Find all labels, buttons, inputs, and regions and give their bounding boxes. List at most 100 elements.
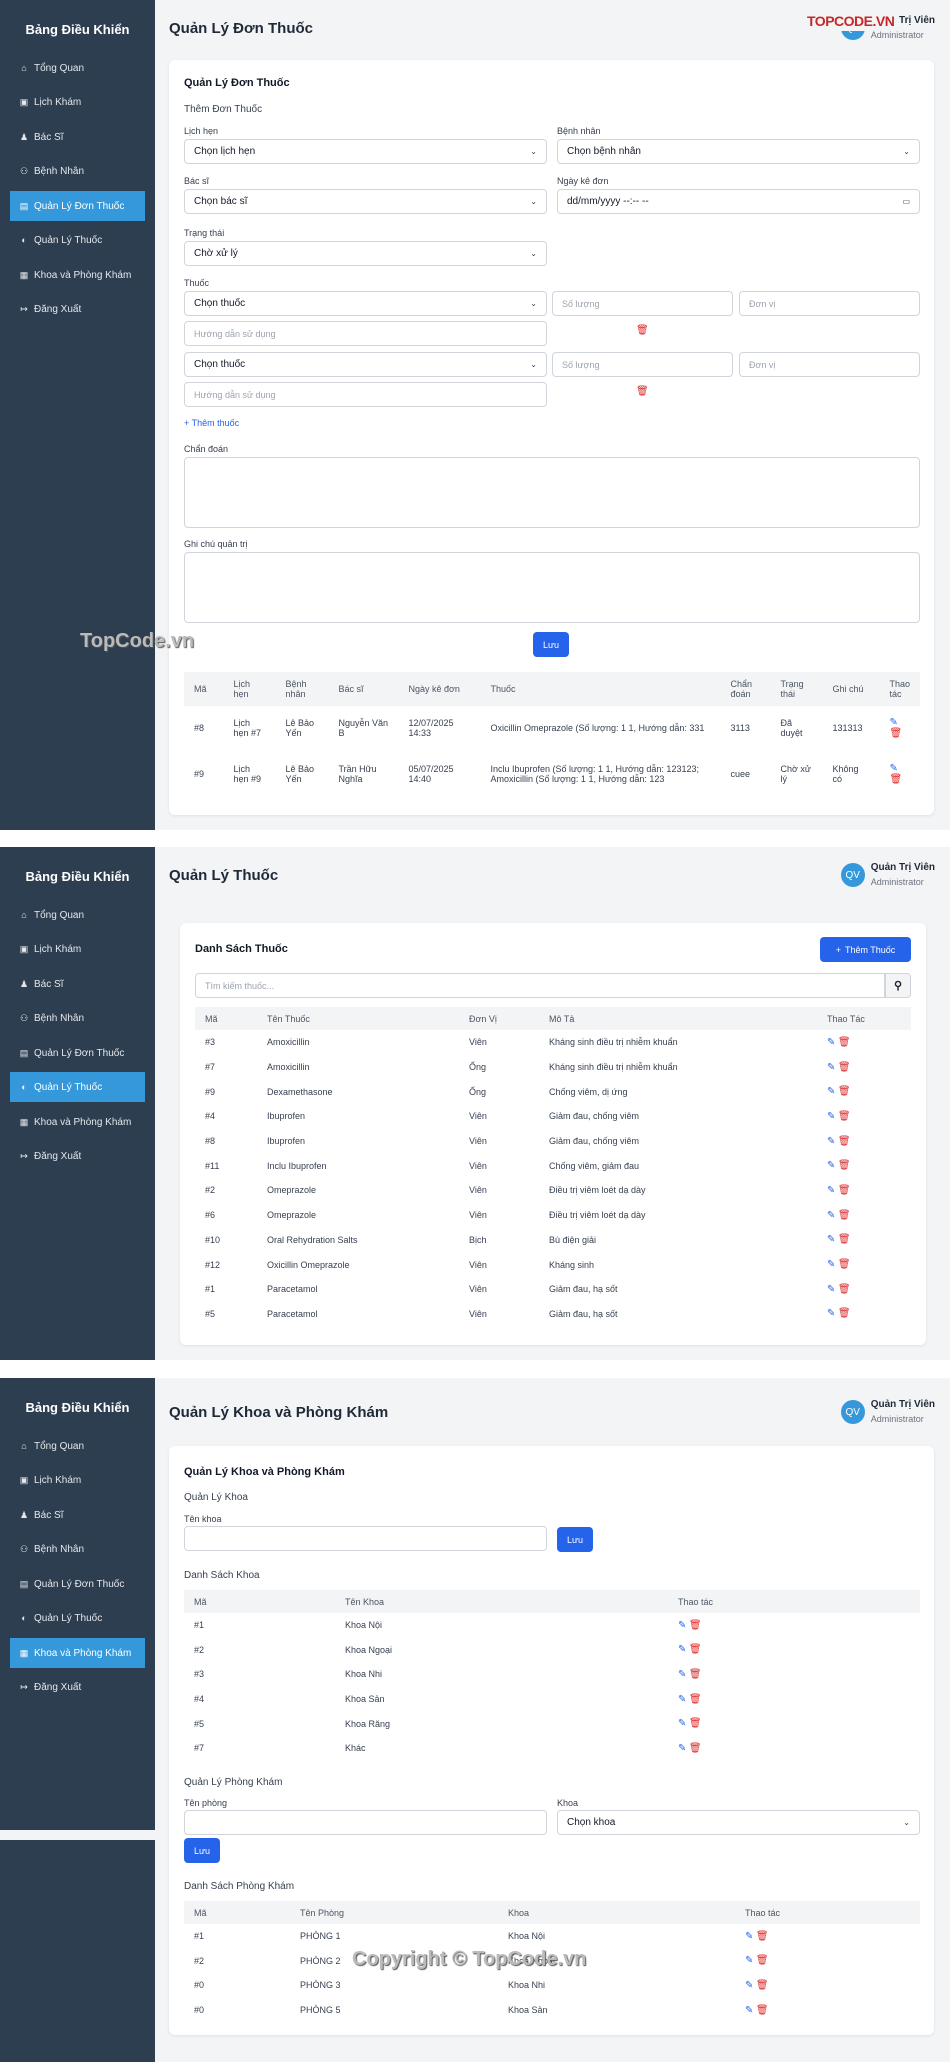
trash-icon[interactable]: 🗑 — [688, 1644, 702, 1656]
sidebar-item-doctors[interactable]: ♟ Bác Sĩ — [19, 978, 64, 990]
trash-icon[interactable]: 🗑 — [636, 386, 649, 397]
sidebar-item-doctors[interactable]: ♟ Bác Sĩ — [19, 131, 64, 143]
sidebar-item-prescriptions[interactable]: ▤ Quản Lý Đơn Thuốc — [19, 1047, 125, 1059]
sidebar-item-patients[interactable]: ⚇ Bệnh Nhân — [19, 165, 85, 177]
usage-input[interactable]: Hướng dẫn sử dụng — [184, 382, 547, 407]
trash-icon[interactable]: 🗑 — [837, 1209, 851, 1221]
sidebar-item-overview[interactable]: ⌂ Tổng Quan — [10, 1431, 145, 1461]
sidebar-item-departments[interactable]: ▦ Khoa và Phòng Khám — [10, 1638, 145, 1668]
trash-icon[interactable]: 🗑 — [688, 1619, 702, 1631]
trash-icon[interactable]: 🗑 — [755, 2004, 769, 2016]
medicine-select[interactable]: Chọn thuốc ⌄ — [184, 291, 547, 316]
edit-icon[interactable]: ✎ — [827, 1184, 836, 1196]
sidebar-item-logout[interactable]: ↦ Đăng Xuất — [20, 1681, 82, 1693]
sidebar-item-patients[interactable]: ⚇ Bệnh Nhân — [19, 1012, 85, 1024]
save-button[interactable]: Lưu — [533, 632, 569, 657]
doctor-select[interactable]: Chọn bác sĩ ⌄ — [184, 189, 547, 214]
trash-icon[interactable]: 🗑 — [837, 1308, 851, 1320]
edit-icon[interactable]: ✎ — [678, 1693, 687, 1705]
room-name-input[interactable] — [184, 1810, 547, 1835]
edit-icon[interactable]: ✎ — [745, 1930, 754, 1942]
edit-icon[interactable]: ✎ — [827, 1036, 836, 1048]
sidebar-item-overview[interactable]: ⌂ Tổng Quan — [10, 900, 145, 930]
edit-icon[interactable]: ✎ — [745, 1955, 754, 1967]
edit-icon[interactable]: ✎ — [827, 1234, 836, 1246]
user-profile[interactable]: QV Quản Trị Viên Administrator — [840, 861, 935, 889]
status-select[interactable]: Chờ xử lý ⌄ — [184, 241, 547, 266]
edit-icon[interactable]: ✎ — [745, 1979, 754, 1991]
search-button[interactable]: ⚲ — [885, 973, 911, 998]
trash-icon[interactable]: 🗑 — [636, 325, 649, 336]
save-room-button[interactable]: Lưu — [184, 1838, 220, 1863]
trash-icon[interactable]: 🗑 — [837, 1283, 851, 1295]
trash-icon[interactable]: 🗑 — [755, 1979, 769, 1991]
sidebar-item-logout[interactable]: ↦ Đăng Xuất — [20, 1150, 82, 1162]
trash-icon[interactable]: 🗑 — [837, 1036, 851, 1048]
edit-icon[interactable]: ✎ — [827, 1110, 836, 1122]
quantity-input[interactable]: Số lượng — [552, 352, 733, 377]
sidebar-item-prescriptions[interactable]: ▤ Quản Lý Đơn Thuốc — [10, 191, 145, 221]
edit-icon[interactable]: ✎ — [827, 1061, 836, 1073]
sidebar-item-logout[interactable]: ↦ Đăng Xuất — [20, 303, 82, 315]
edit-icon[interactable]: ✎ — [827, 1209, 836, 1221]
trash-icon[interactable]: 🗑 — [688, 1718, 702, 1730]
edit-icon[interactable]: ✎ — [827, 1283, 836, 1295]
edit-icon[interactable]: ✎ — [827, 1135, 836, 1147]
edit-icon[interactable]: ✎ — [827, 1259, 836, 1271]
unit-input[interactable]: Đơn vị — [739, 291, 920, 316]
sidebar-item-doctors[interactable]: ♟ Bác Sĩ — [19, 1509, 64, 1521]
trash-icon[interactable]: 🗑 — [837, 1234, 851, 1246]
admin-note-textarea[interactable] — [184, 552, 920, 623]
sidebar-item-schedule[interactable]: ▣ Lịch Khám — [19, 943, 82, 955]
dept-name-input[interactable] — [184, 1526, 547, 1551]
add-medicine-button[interactable]: + Thêm Thuốc — [820, 937, 911, 962]
trash-icon[interactable]: 🗑 — [837, 1135, 851, 1147]
sidebar-item-schedule[interactable]: ▣ Lịch Khám — [19, 1474, 82, 1486]
diagnosis-textarea[interactable] — [184, 457, 920, 528]
edit-icon[interactable]: ✎ — [678, 1718, 687, 1730]
edit-icon[interactable]: ✎ — [827, 1308, 836, 1320]
trash-icon[interactable]: 🗑 — [755, 1930, 769, 1942]
add-medicine-link[interactable]: + Thêm thuốc — [184, 418, 240, 428]
trash-icon[interactable]: 🗑 — [688, 1742, 702, 1754]
edit-icon[interactable]: ✎ — [678, 1644, 687, 1656]
sidebar-item-medicines[interactable]: ◐ Quản Lý Thuốc — [10, 1603, 145, 1633]
unit-input[interactable]: Đơn vị — [739, 352, 920, 377]
trash-icon[interactable]: 🗑 — [755, 1955, 769, 1967]
edit-icon[interactable]: ✎ — [678, 1668, 687, 1680]
edit-icon[interactable]: ✎ — [827, 1160, 836, 1172]
room-dept-select[interactable]: Chọn khoa ⌄ — [557, 1810, 920, 1835]
trash-icon[interactable]: 🗑 — [837, 1110, 851, 1122]
sidebar-item-medicines[interactable]: ◐ Quản Lý Thuốc — [10, 225, 145, 255]
trash-icon[interactable]: 🗑 — [837, 1061, 851, 1073]
sidebar-item-overview[interactable]: ⌂ Tổng Quan — [10, 53, 145, 83]
usage-input[interactable]: Hướng dẫn sử dụng — [184, 321, 547, 346]
edit-icon[interactable]: ✎ — [678, 1742, 687, 1754]
trash-icon[interactable]: 🗑 — [688, 1668, 702, 1680]
sidebar-item-departments[interactable]: ▦ Khoa và Phòng Khám — [19, 1116, 132, 1128]
sidebar-item-patients[interactable]: ⚇ Bệnh Nhân — [19, 1543, 85, 1555]
trash-icon[interactable]: 🗑 — [837, 1086, 851, 1098]
appointment-select[interactable]: Chọn lịch hẹn ⌄ — [184, 139, 547, 164]
edit-icon[interactable]: ✎ — [889, 763, 898, 774]
trash-icon[interactable]: 🗑 — [837, 1259, 851, 1271]
trash-icon[interactable]: 🗑 — [889, 727, 903, 739]
search-input[interactable]: Tìm kiếm thuốc... — [195, 973, 885, 998]
sidebar-item-medicines[interactable]: ◐ Quản Lý Thuốc — [10, 1072, 145, 1102]
date-input[interactable]: dd/mm/yyyy --:-- -- ▭ — [557, 189, 920, 214]
trash-icon[interactable]: 🗑 — [688, 1693, 702, 1705]
sidebar-item-departments[interactable]: ▦ Khoa và Phòng Khám — [19, 269, 132, 281]
sidebar-item-prescriptions[interactable]: ▤ Quản Lý Đơn Thuốc — [19, 1578, 125, 1590]
edit-icon[interactable]: ✎ — [889, 716, 898, 728]
quantity-input[interactable]: Số lượng — [552, 291, 733, 316]
edit-icon[interactable]: ✎ — [678, 1619, 687, 1631]
medicine-select[interactable]: Chọn thuốc ⌄ — [184, 352, 547, 377]
patient-select[interactable]: Chọn bệnh nhân ⌄ — [557, 139, 920, 164]
save-dept-button[interactable]: Lưu — [557, 1527, 593, 1552]
trash-icon[interactable]: 🗑 — [837, 1160, 851, 1172]
user-profile[interactable]: QV Quản Trị Viên Administrator — [840, 1398, 935, 1426]
edit-icon[interactable]: ✎ — [745, 2004, 754, 2016]
edit-icon[interactable]: ✎ — [827, 1086, 836, 1098]
trash-icon[interactable]: 🗑 — [837, 1184, 851, 1196]
sidebar-item-schedule[interactable]: ▣ Lịch Khám — [19, 96, 82, 108]
